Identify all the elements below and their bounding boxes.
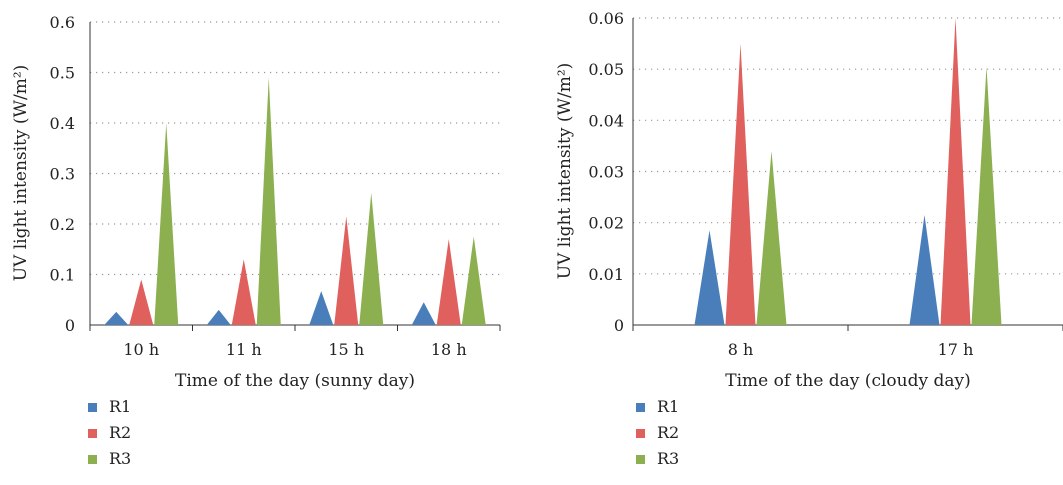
- legend-label-r1: R1: [657, 397, 679, 416]
- cloudy-day-chart: 0 0.01 0.02 0.03 0.04 0.05 0.06 8 h 17 h Time of …: [555, 9, 1063, 468]
- spike-r3-8h: [756, 151, 787, 325]
- spike-r1-15h: [309, 291, 334, 325]
- legend-swatch-r1: [88, 403, 97, 412]
- y-axis-title: UV light intensity (W/m²): [11, 65, 31, 282]
- legend-swatch-r1: [636, 403, 645, 412]
- legend-swatch-r2: [636, 429, 645, 438]
- legend-label-r3: R3: [657, 449, 679, 468]
- legend-label-r3: R3: [109, 449, 131, 468]
- x-category-label: 8 h: [728, 340, 754, 359]
- spike-r3-17h: [971, 66, 1002, 325]
- x-axis-title: Time of the day (sunny day): [175, 371, 415, 391]
- x-category-label: 17 h: [938, 340, 974, 359]
- legend-label-r1: R1: [109, 397, 131, 416]
- spike-r1-10h: [104, 311, 129, 325]
- spike-r1-18h: [411, 302, 436, 325]
- spike-r3-15h: [359, 192, 384, 325]
- spike-r1-8h: [694, 230, 725, 325]
- x-category-label: 11 h: [226, 340, 262, 359]
- spike-r1-17h: [909, 214, 940, 325]
- x-category-label: 10 h: [123, 340, 159, 359]
- y-tick-label: 0.04: [588, 111, 624, 130]
- y-tick-label: 0.05: [588, 60, 624, 79]
- x-category-label: 15 h: [328, 340, 364, 359]
- legend-swatch-r3: [88, 455, 97, 464]
- spike-r3-18h: [461, 236, 486, 325]
- y-tick-label: 0.03: [588, 163, 624, 182]
- spike-r2-17h: [940, 18, 971, 325]
- y-tick-label: 0.3: [50, 165, 75, 184]
- legend-swatch-r2: [88, 429, 97, 438]
- x-axis-title: Time of the day (cloudy day): [725, 371, 970, 391]
- y-tick-label: 0.4: [50, 114, 75, 133]
- y-tick-label: 0: [65, 316, 75, 335]
- x-category-label: 18 h: [431, 340, 467, 359]
- spike-r2-8h: [725, 43, 756, 325]
- spike-r2-18h: [436, 239, 461, 325]
- y-tick-label: 0.06: [588, 9, 624, 28]
- y-tick-label: 0.02: [588, 214, 624, 233]
- spike-r3-11h: [256, 77, 281, 325]
- y-axis-title: UV light intensity (W/m²): [555, 63, 575, 280]
- spike-r2-11h: [231, 259, 256, 325]
- spike-r3-10h: [154, 123, 179, 325]
- y-tick-label: 0.2: [50, 215, 75, 234]
- y-tick-label: 0: [614, 316, 624, 335]
- y-tick-label: 0.5: [50, 64, 75, 83]
- legend-label-r2: R2: [109, 423, 131, 442]
- y-tick-label: 0.6: [50, 13, 75, 32]
- legend-swatch-r3: [636, 455, 645, 464]
- y-tick-label: 0.01: [588, 265, 624, 284]
- y-tick-label: 0.1: [50, 266, 75, 285]
- spike-r2-15h: [334, 216, 359, 325]
- sunny-day-chart: 0 0.1 0.2 0.3 0.4 0.5 0.6 10 h 11 h 15 h 18 h Time …: [11, 13, 501, 468]
- spike-r1-11h: [206, 309, 231, 325]
- spike-r2-10h: [129, 279, 154, 325]
- legend-label-r2: R2: [657, 423, 679, 442]
